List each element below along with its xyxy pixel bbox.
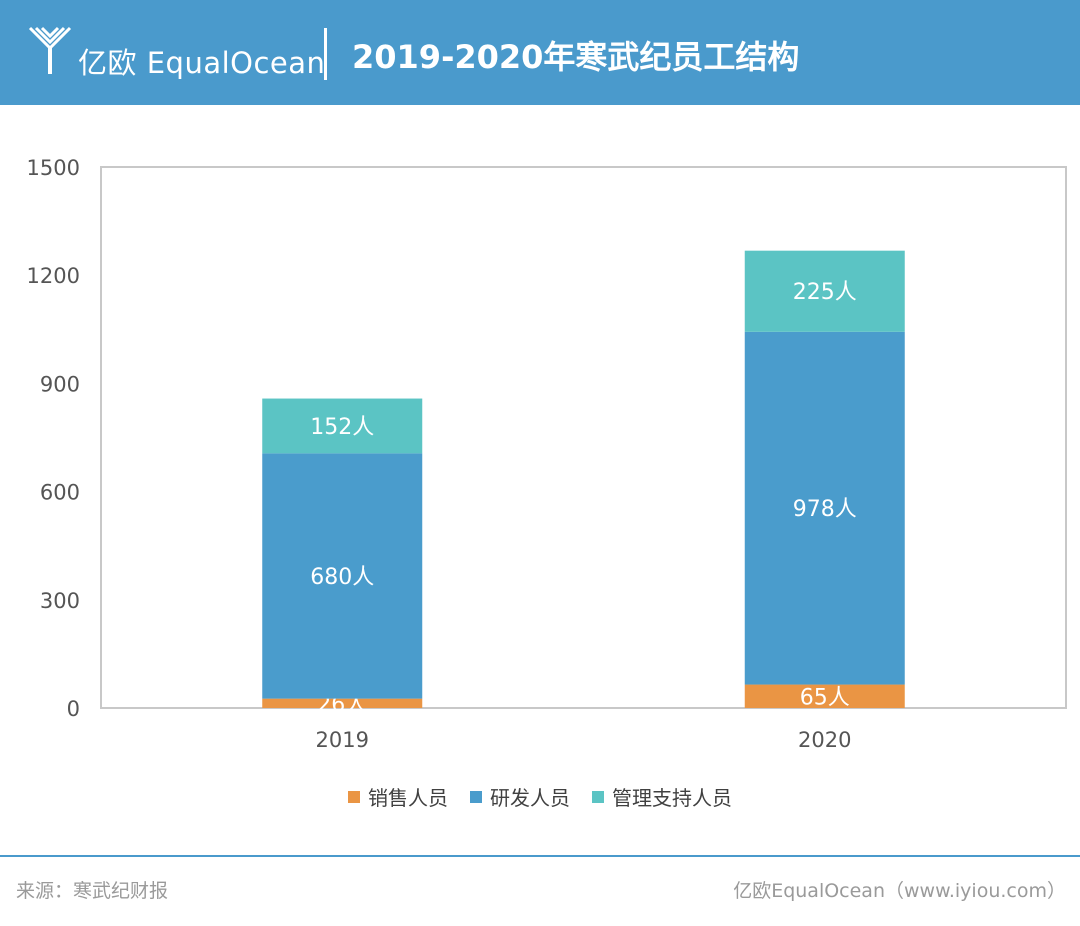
data-label-2020-series-2: 225人 [793, 280, 857, 305]
bar-2019-series-2 [262, 398, 423, 454]
data-label-2020-series-1: 978人 [793, 497, 857, 522]
y-tick-label-2: 600 [40, 481, 80, 505]
legend-label-0: 销售人员 [368, 786, 448, 810]
legend-swatch-0 [348, 790, 360, 803]
x-tick-label-0: 2019 [316, 728, 369, 752]
header-bar: 亿欧 EqualOcean 2019-2020年寒武纪员工结构 [0, 0, 1080, 105]
data-label-2020-series-0: 65人 [800, 685, 850, 710]
y-tick-label-5: 1500 [27, 156, 80, 180]
data-label-2019-series-2: 152人 [310, 415, 374, 440]
x-axis-ticks: 2019 2020 [316, 728, 852, 752]
legend-label-1: 研发人员 [490, 786, 570, 810]
legend-item-0: 销售人员 [348, 782, 448, 811]
legend-swatch-2 [592, 790, 604, 803]
bar-2020-series-2 [744, 250, 905, 332]
legend-swatch-1 [470, 790, 482, 803]
bar-2020-series-0 [744, 684, 905, 708]
bar-2019-series-0 [262, 698, 423, 708]
footer-source: 来源：寒武纪财报 [16, 880, 169, 902]
y-tick-label-0: 0 [67, 697, 80, 721]
x-tick-label-1: 2020 [798, 728, 851, 752]
page-title: 2019-2020年寒武纪员工结构 [352, 38, 800, 76]
footer-divider [0, 855, 1080, 857]
chart-legend: 销售人员 研发人员 管理支持人员 [0, 782, 1080, 811]
footer-brand: 亿欧EqualOcean（www.iyiou.com） [733, 880, 1066, 902]
y-axis-ticks: 0 300 600 900 1200 1500 [27, 156, 80, 721]
bar-2020-series-1 [744, 331, 905, 685]
legend-label-2: 管理支持人员 [612, 786, 732, 810]
y-tick-label-1: 300 [40, 589, 80, 613]
plot-area-frame [100, 166, 1067, 709]
header-divider [324, 28, 327, 80]
equalocean-logo-icon [28, 26, 72, 74]
y-tick-label-4: 1200 [27, 264, 80, 288]
logo-text: 亿欧 EqualOcean [78, 46, 326, 80]
bar-2019-series-1 [262, 453, 423, 699]
y-tick-label-3: 900 [40, 372, 80, 396]
legend-item-2: 管理支持人员 [592, 782, 732, 811]
data-label-2019-series-1: 680人 [310, 565, 374, 590]
legend-item-1: 研发人员 [470, 782, 570, 811]
